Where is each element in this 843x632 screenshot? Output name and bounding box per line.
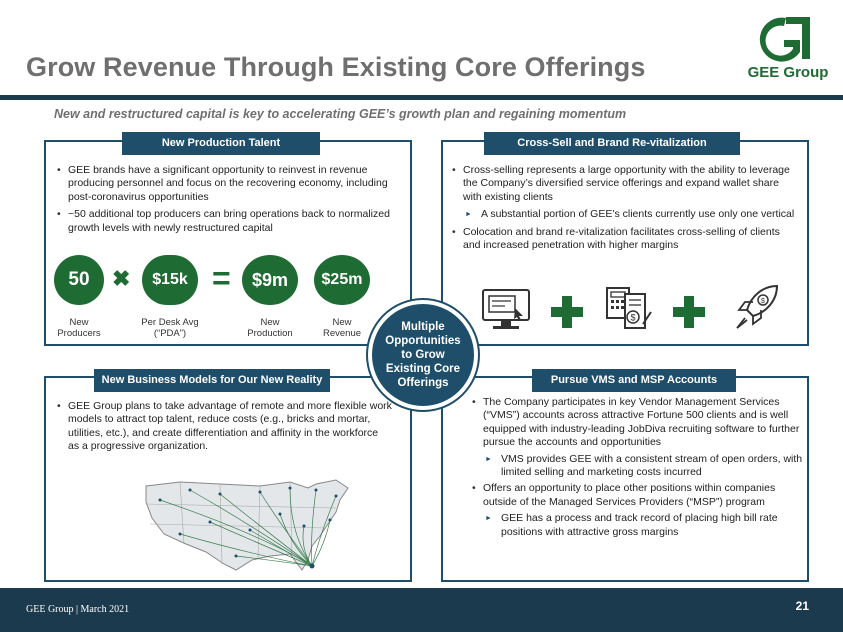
rocket-icon: $ [736, 284, 779, 329]
production-talent-panel: GEE brands have a significant opportunit… [44, 140, 412, 346]
cross-sell-panel: Cross-selling represents a large opportu… [441, 140, 809, 346]
center-callout: Multiple Opportunities to Grow Existing … [368, 300, 478, 410]
list-item: GEE has a process and track record of pl… [471, 512, 809, 539]
plus-icon [551, 296, 583, 328]
list-item: A substantial portion of GEE’s clients c… [451, 208, 797, 222]
list-item: Colocation and brand re-vitalization fac… [451, 226, 797, 253]
footer-text: GEE Group | March 2021 [26, 604, 130, 615]
times-operator: ✖ [112, 266, 131, 291]
stat-label-line: Production [247, 328, 293, 339]
page-title: Grow Revenue Through Existing Core Offer… [26, 52, 646, 82]
gee-logo-icon [759, 17, 810, 62]
stat-label-line: Producers [57, 328, 101, 339]
svg-text:$: $ [630, 313, 635, 323]
equals-operator: = [212, 260, 231, 296]
list-item: The Company participates in key Vendor M… [471, 396, 809, 450]
vms-bullets: The Company participates in key Vendor M… [471, 396, 809, 539]
stat-new-revenue: $25m [314, 255, 370, 305]
stat-label-revenue: New Revenue [308, 317, 376, 339]
list-item: GEE Group plans to take advantage of rem… [56, 400, 392, 454]
stat-label-production: New Production [236, 317, 304, 339]
logo-text: GEE Group [747, 64, 829, 81]
us-map-graphic [145, 479, 349, 571]
stat-label-pda: Per Desk Avg (“PDA”) [128, 317, 212, 339]
stat-label-line: Revenue [322, 328, 362, 339]
list-item: GEE brands have a significant opportunit… [56, 164, 392, 204]
business-models-bullets: GEE Group plans to take advantage of rem… [56, 400, 392, 458]
production-talent-heading: New Production Talent [122, 132, 320, 155]
plus-icon [673, 296, 705, 328]
list-item: Offers an opportunity to place other pos… [471, 482, 809, 509]
vms-msp-heading: Pursue VMS and MSP Accounts [532, 369, 736, 392]
stat-label-line: New [69, 317, 89, 328]
stat-new-production: $9m [242, 255, 298, 305]
vms-msp-panel: The Company participates in key Vendor M… [441, 376, 809, 582]
stat-pda: $15k [142, 255, 198, 305]
svg-text:$: $ [761, 298, 765, 305]
list-item: VMS provides GEE with a consistent strea… [471, 453, 809, 480]
page-subtitle: New and restructured capital is key to a… [54, 107, 627, 121]
cross-sell-heading: Cross-Sell and Brand Re-vitalization [484, 132, 740, 155]
stat-label-line: Per Desk Avg [141, 317, 199, 328]
list-item: Cross-selling represents a large opportu… [451, 164, 797, 204]
cross-sell-bullets: Cross-selling represents a large opportu… [451, 164, 797, 256]
page-number: 21 [795, 599, 809, 613]
stat-label-line: New [332, 317, 352, 328]
stat-label-line: New [260, 317, 280, 328]
computer-icon [482, 289, 530, 329]
production-bullets: GEE brands have a significant opportunit… [56, 164, 392, 239]
business-models-heading: New Business Models for Our New Reality [94, 369, 330, 392]
stat-label-producers: New Producers [46, 317, 112, 339]
header-rule [0, 95, 843, 100]
stat-label-line: (“PDA”) [153, 328, 187, 339]
business-models-panel: GEE Group plans to take advantage of rem… [44, 376, 412, 582]
gee-group-logo: GEE Group [742, 14, 832, 84]
invoice-icon: $ [606, 287, 652, 329]
list-item: ~50 additional top producers can bring o… [56, 208, 392, 235]
footer-bar [0, 588, 843, 632]
stat-producers: 50 [54, 255, 104, 305]
